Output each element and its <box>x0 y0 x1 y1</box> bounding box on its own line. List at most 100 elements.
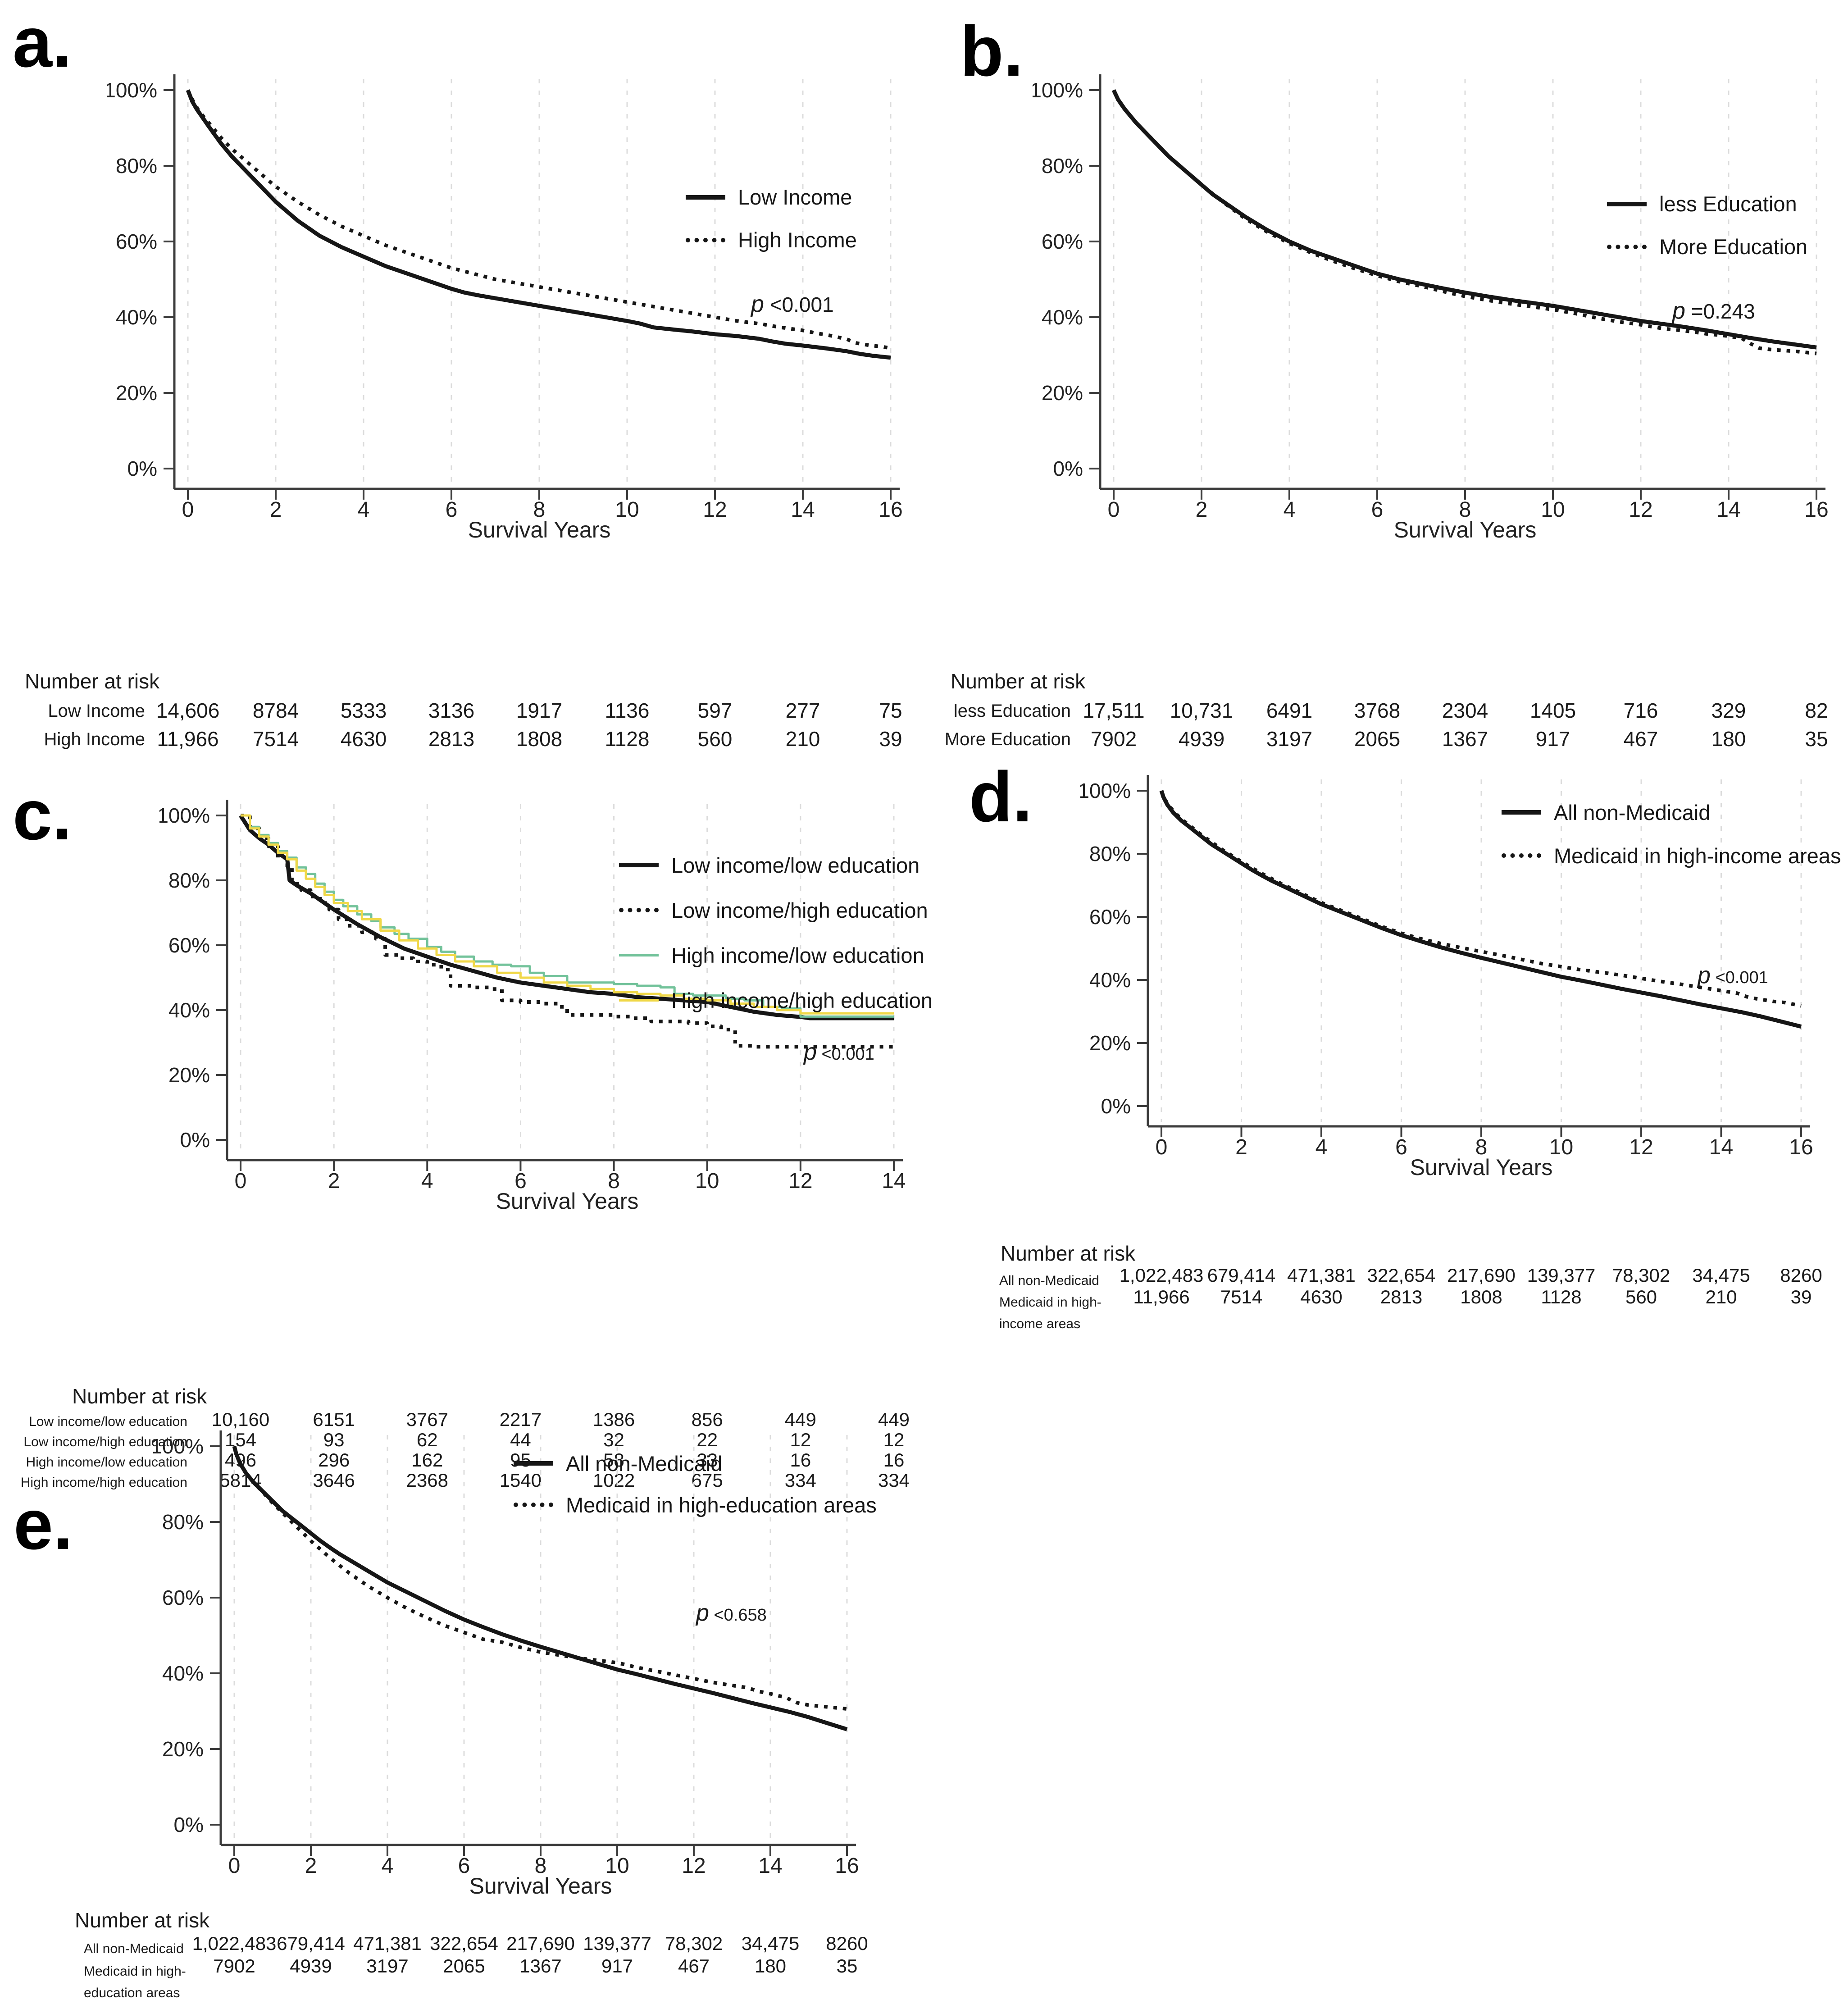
y-tick-label-0: 0% <box>1101 1094 1131 1118</box>
risk-count: 334 <box>878 1470 910 1491</box>
risk-count: 2065 <box>1354 727 1401 751</box>
legend-e: All non-Medicaid Medicaid in high-educati… <box>514 1443 877 1526</box>
risk-row-label: All non-Medicaid <box>999 1273 1099 1288</box>
risk-table-title: Number at risk <box>951 670 1086 693</box>
risk-count: 180 <box>1711 727 1746 751</box>
risk-count: 1128 <box>1541 1286 1582 1307</box>
x-tick-label-10: 10 <box>1549 1135 1573 1159</box>
x-axis-title: Survival Years <box>469 1873 612 1899</box>
x-tick-label-6: 6 <box>446 498 458 522</box>
risk-count: 3136 <box>428 699 475 722</box>
risk-count: 82 <box>1805 699 1828 722</box>
y-tick-label-100: 100% <box>1080 779 1131 802</box>
y-tick-label-40: 40% <box>162 1662 204 1685</box>
legend-b: less Education More Education <box>1607 182 1807 268</box>
risk-count: 467 <box>1623 727 1658 751</box>
x-axis-title: Survival Years <box>496 1189 639 1214</box>
p-value-text: <0.001 <box>1710 968 1768 987</box>
legend-entry-high-income: High Income <box>686 219 857 261</box>
p-value-a: p <0.001 <box>751 291 834 318</box>
risk-count: 2304 <box>1442 699 1488 722</box>
y-tick-label-0: 0% <box>1053 457 1083 480</box>
y-tick-label-20: 20% <box>1089 1031 1131 1055</box>
x-axis-title: Survival Years <box>1410 1155 1553 1180</box>
legend-a: Low Income High Income <box>686 176 857 261</box>
panel-b-survival-chart: 0% 20% 40% 60% 80% 100% 0 2 4 6 8 10 12 14 16 Survival … <box>945 63 1829 751</box>
risk-count: 2217 <box>499 1409 542 1430</box>
curve-high-income-high-education <box>241 814 894 1015</box>
risk-count: 1,022,483 <box>192 1933 277 1954</box>
risk-count: 162 <box>411 1449 443 1471</box>
risk-count: 1808 <box>1460 1286 1502 1307</box>
panel-c-survival-chart: 0% 20% 40% 60% 80% 100% 0 2 4 6 8 10 12 14 Survival Ye… <box>21 788 933 1491</box>
x-tick-label-12: 12 <box>682 1854 706 1878</box>
risk-count: 679,414 <box>277 1933 345 1954</box>
risk-row-label: High income/low education <box>26 1455 187 1470</box>
curve-high-income <box>186 89 891 350</box>
legend-entry-less-education: less Education <box>1607 182 1807 225</box>
risk-count: 8784 <box>252 699 299 722</box>
risk-count: 329 <box>1711 699 1746 722</box>
legend-label-medicaid-in-high-income-areas: Medicaid in high-income areas <box>1554 843 1841 868</box>
legend-label-medicaid-in-high-education-areas: Medicaid in high-education areas <box>566 1493 877 1517</box>
risk-count: 11,966 <box>1133 1286 1190 1307</box>
risk-count: 4630 <box>1300 1286 1343 1307</box>
risk-count: 39 <box>879 727 902 751</box>
p-symbol: p <box>1672 298 1685 324</box>
risk-count: 597 <box>697 699 733 722</box>
p-value-b: p =0.243 <box>1672 297 1755 324</box>
risk-count: 3767 <box>406 1409 448 1430</box>
legend-entry-all-non-medicaid: All non-Medicaid <box>514 1443 877 1484</box>
risk-count: 560 <box>1625 1286 1657 1307</box>
curve-medicaid-in-high-income-areas <box>1160 790 1802 1008</box>
legend-entry-low-income-high-education: Low income/high education <box>619 888 933 933</box>
risk-count: 3768 <box>1354 699 1401 722</box>
risk-count: 10,160 <box>211 1409 270 1430</box>
risk-count: 856 <box>691 1409 723 1430</box>
y-tick-label-40: 40% <box>168 998 210 1022</box>
risk-count: 58 <box>603 1449 624 1471</box>
risk-row-label: Medicaid in high-income areas <box>999 1295 1102 1331</box>
x-tick-label-8: 8 <box>608 1169 620 1193</box>
risk-row-label: Low income/high education <box>23 1435 187 1449</box>
p-value-text: =0.243 <box>1685 300 1755 323</box>
risk-count: 34,475 <box>1692 1265 1750 1286</box>
x-tick-label-16: 16 <box>835 1854 858 1878</box>
risk-count: 471,381 <box>1287 1265 1356 1286</box>
curve-low-income-high-education <box>241 814 894 1049</box>
x-tick-label-2: 2 <box>305 1854 317 1878</box>
panel-b-label: b. <box>960 12 1024 91</box>
risk-count: 322,654 <box>430 1933 498 1954</box>
legend-label-low-income-high-education: Low income/high education <box>671 898 928 922</box>
risk-count: 3197 <box>366 1955 409 1977</box>
y-tick-label-100: 100% <box>107 78 157 102</box>
risk-count: 560 <box>697 727 733 751</box>
y-tick-label-20: 20% <box>162 1737 204 1761</box>
legend-line-sample-low-income <box>686 195 725 200</box>
x-tick-label-14: 14 <box>882 1169 905 1193</box>
panel-c: c. 0% 20% 40% 60% 80% 100% 0 2 4 6 8 10 12 14 Survival… <box>0 721 933 1491</box>
y-tick-label-100: 100% <box>153 1435 204 1458</box>
p-symbol: p <box>1698 962 1711 988</box>
legend-entry-all-non-medicaid: All non-Medicaid <box>1502 791 1841 834</box>
legend-line-sample-low-income-high-education <box>619 908 659 912</box>
legend-line-sample-high-income-high-education <box>619 999 659 1002</box>
risk-count: 1367 <box>1442 727 1488 751</box>
x-tick-label-0: 0 <box>235 1169 247 1193</box>
x-tick-label-4: 4 <box>358 498 370 522</box>
risk-count: 675 <box>691 1470 723 1491</box>
panel-d-label: d. <box>969 757 1033 837</box>
x-tick-label-2: 2 <box>328 1169 340 1193</box>
risk-count: 44 <box>510 1429 531 1450</box>
legend-line-sample-high-income <box>686 237 725 242</box>
x-tick-label-10: 10 <box>695 1169 719 1193</box>
risk-count: 139,377 <box>583 1933 651 1954</box>
risk-count: 6151 <box>313 1409 355 1430</box>
y-tick-label-80: 80% <box>1089 842 1131 865</box>
risk-count: 6491 <box>1266 699 1313 722</box>
risk-count: 12 <box>790 1429 811 1450</box>
x-tick-label-2: 2 <box>1235 1135 1247 1159</box>
legend-label-more-education: More Education <box>1659 235 1808 259</box>
legend-label-all-non-medicaid: All non-Medicaid <box>1554 800 1711 824</box>
panel-a-label: a. <box>13 3 72 82</box>
